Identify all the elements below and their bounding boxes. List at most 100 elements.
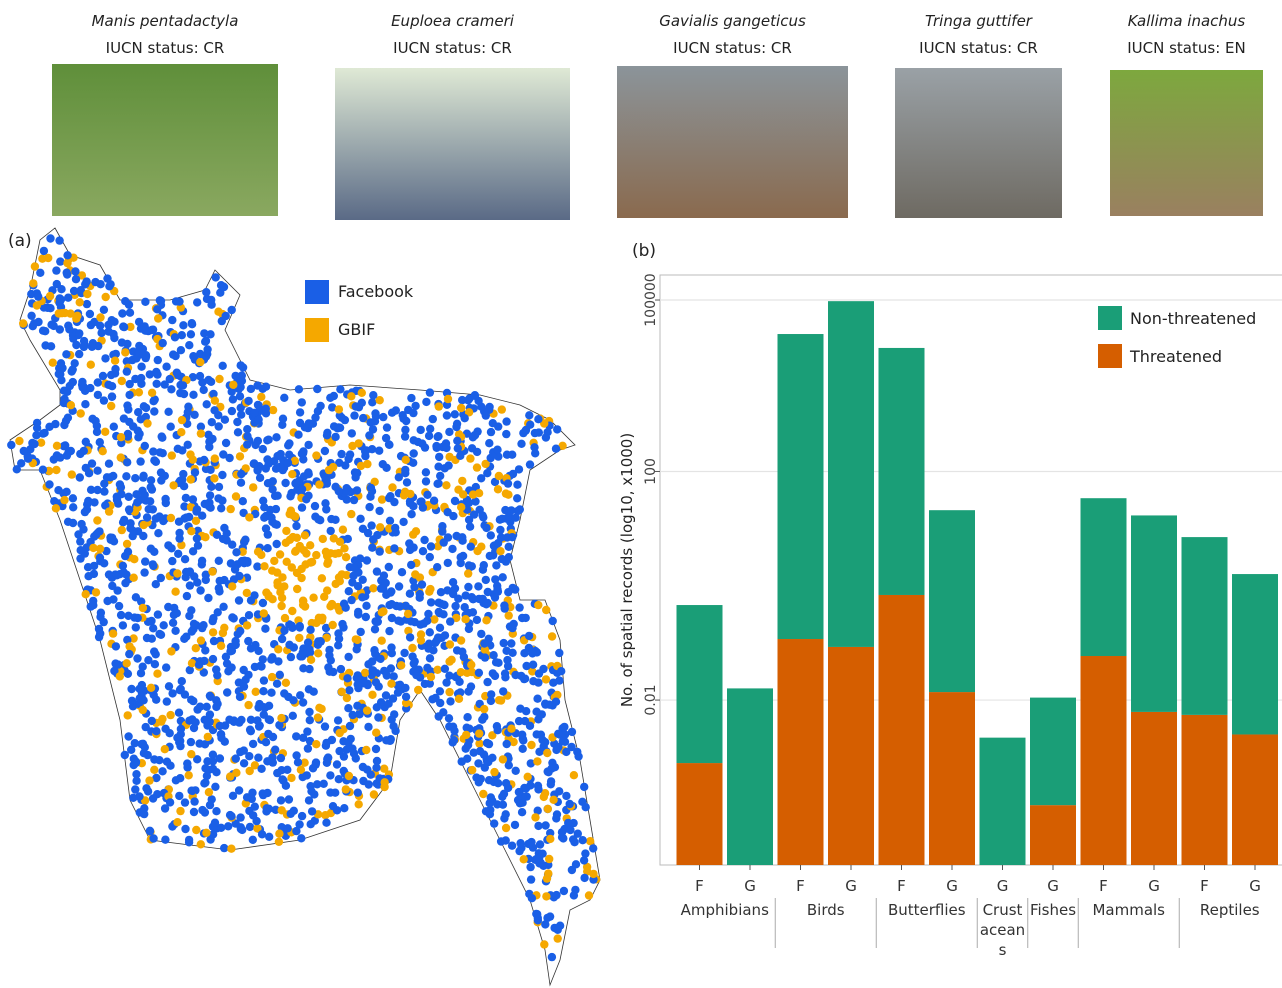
map-point <box>380 764 389 773</box>
map-point <box>453 444 462 453</box>
map-point <box>352 645 361 654</box>
map-point <box>291 547 300 556</box>
map-point <box>193 755 202 764</box>
map-point <box>228 582 237 591</box>
map-point <box>552 814 561 823</box>
map-point <box>177 415 187 425</box>
map-point <box>295 623 304 632</box>
map-point <box>340 544 349 553</box>
map-point <box>214 482 224 492</box>
map-point <box>275 829 284 838</box>
map-point <box>297 834 306 843</box>
map-point <box>242 588 251 598</box>
map-point <box>185 611 194 621</box>
map-point <box>430 615 439 624</box>
map-point <box>91 588 101 597</box>
legend-swatch <box>1098 344 1122 368</box>
map-point <box>306 820 315 829</box>
map-point <box>260 513 269 522</box>
map-point <box>196 429 206 438</box>
map-point <box>84 572 93 581</box>
map-point <box>488 731 497 740</box>
map-point <box>221 652 231 661</box>
y-axis-title: No. of spatial records (log10, x1000) <box>618 433 636 707</box>
map-point <box>32 431 41 440</box>
map-point <box>56 257 65 266</box>
map-point <box>452 531 461 541</box>
map-point <box>101 292 110 302</box>
map-point <box>524 631 534 641</box>
map-point <box>196 357 205 367</box>
map-point <box>140 490 149 500</box>
map-point <box>534 600 543 610</box>
map-point <box>205 800 215 810</box>
bar-segment <box>676 605 723 764</box>
map-point <box>292 521 301 531</box>
map-point <box>153 305 162 314</box>
map-point <box>297 573 306 583</box>
x-tick-label: G <box>845 877 857 895</box>
map-point <box>381 691 391 700</box>
map-point <box>405 539 414 548</box>
map-point <box>239 665 248 675</box>
map-point <box>92 427 102 437</box>
map-point <box>139 520 148 530</box>
map-point <box>436 471 445 481</box>
map-point <box>251 440 260 450</box>
map-point <box>133 654 142 663</box>
map-point <box>474 582 483 591</box>
map-point <box>517 671 526 681</box>
map-point <box>470 391 479 400</box>
map-point <box>435 452 444 462</box>
map-point <box>351 473 360 482</box>
map-point <box>382 736 391 745</box>
map-point <box>341 603 350 612</box>
map-point <box>173 569 182 578</box>
map-point <box>158 449 167 458</box>
map-point <box>305 664 314 674</box>
map-point <box>145 827 155 836</box>
map-point <box>589 869 598 879</box>
map-point <box>535 840 545 849</box>
map-point <box>534 854 544 863</box>
map-point <box>471 497 480 506</box>
map-point <box>553 690 562 700</box>
map-point <box>578 836 587 845</box>
map-point <box>152 695 161 704</box>
map-point <box>192 505 202 514</box>
map-point <box>295 408 305 417</box>
bar-segment <box>1080 656 1127 865</box>
map-point <box>158 714 167 724</box>
map-point <box>431 638 440 647</box>
map-point <box>358 593 367 602</box>
map-point <box>408 643 417 653</box>
map-point <box>220 737 229 746</box>
map-point <box>458 476 467 486</box>
map-point <box>181 824 190 834</box>
map-point <box>121 348 130 357</box>
map-point <box>250 761 260 770</box>
map-point <box>106 535 116 544</box>
map-point <box>218 496 227 505</box>
map-point <box>154 314 163 323</box>
map-point <box>156 630 166 639</box>
map-point <box>540 419 549 428</box>
map-point <box>253 716 262 725</box>
map-point <box>104 320 113 330</box>
map-point <box>283 765 292 774</box>
map-point <box>497 405 506 414</box>
map-point <box>534 678 543 687</box>
map-point <box>144 656 153 665</box>
map-point <box>502 739 511 749</box>
map-point <box>475 729 484 738</box>
map-point <box>82 299 92 309</box>
map-point <box>562 791 571 801</box>
map-point <box>185 567 194 577</box>
map-point <box>131 785 140 794</box>
map-point <box>275 670 284 679</box>
bar-segment <box>979 737 1026 865</box>
map-point <box>27 311 36 320</box>
map-point <box>409 449 418 458</box>
map-point <box>304 685 314 694</box>
map-point <box>102 473 112 482</box>
